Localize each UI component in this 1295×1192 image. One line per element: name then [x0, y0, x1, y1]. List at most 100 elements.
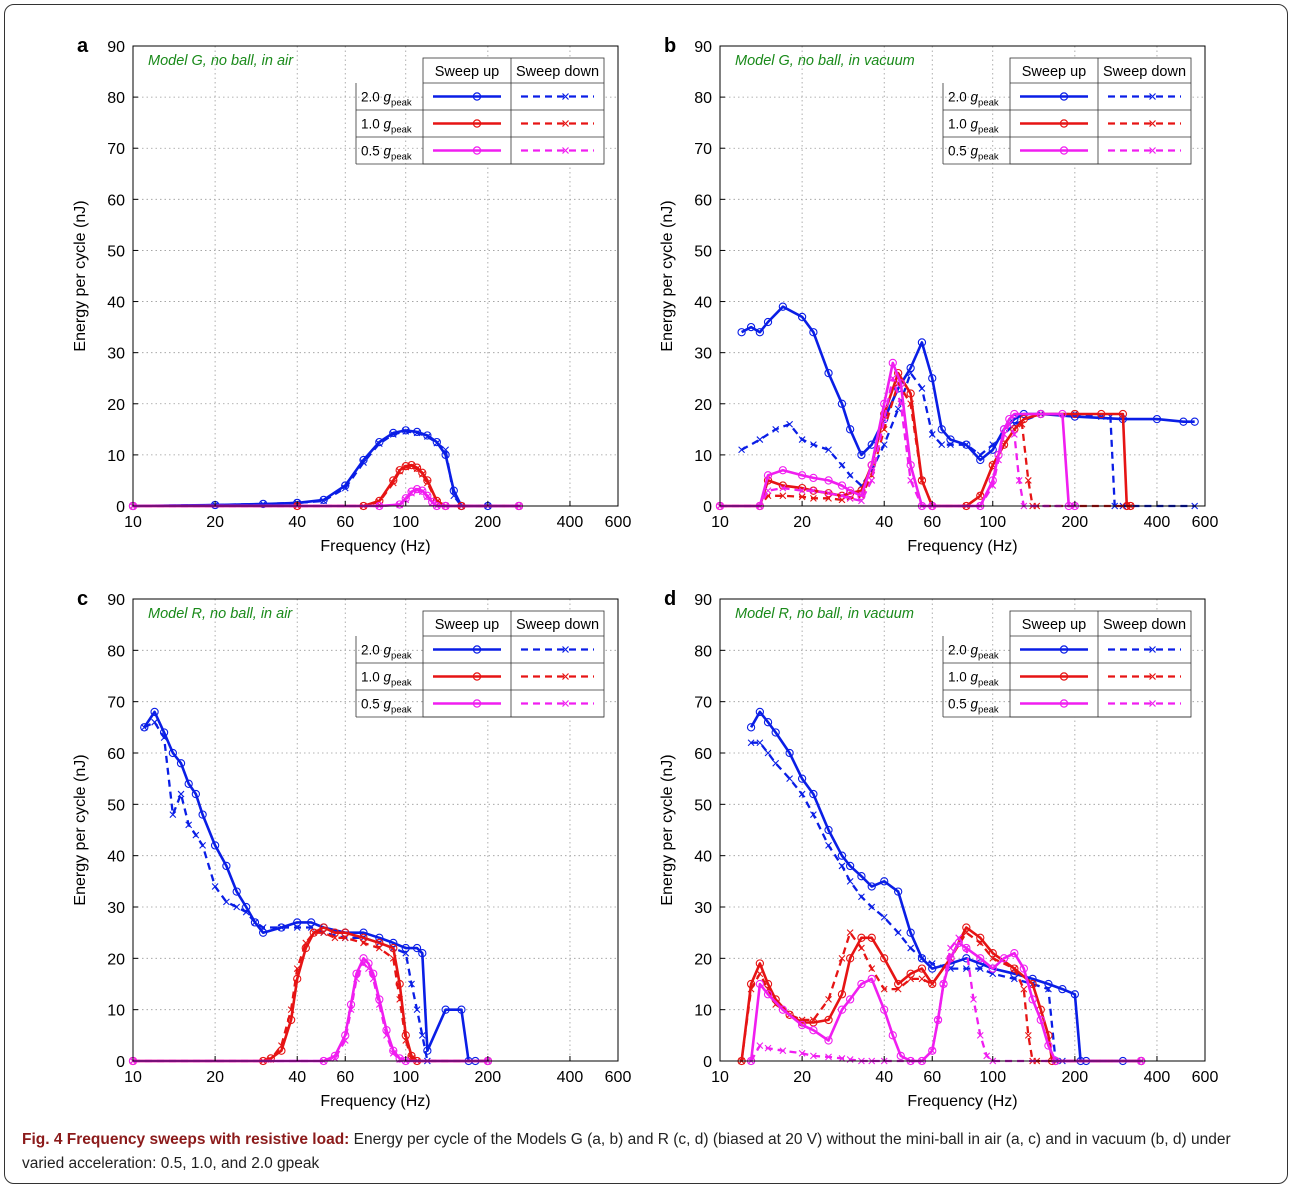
y-tick-label: 0 [703, 499, 712, 516]
data-point [918, 385, 926, 392]
y-tick-label: 90 [107, 39, 125, 56]
data-point [320, 929, 328, 937]
data-point [907, 400, 915, 408]
data-point [423, 491, 432, 500]
data-point [906, 389, 915, 398]
data-point [389, 954, 397, 962]
data-point [976, 954, 985, 963]
series-line-up-20gpeak [740, 305, 1195, 462]
y-tick-label: 70 [107, 695, 125, 712]
legend-marker-down [1149, 700, 1156, 707]
data-point [880, 415, 888, 423]
figure-canvas: 10 20 40 60 100 200 400 6000102030405060708090F… [72, 35, 1219, 1110]
data-point [928, 1046, 937, 1055]
data-point [976, 451, 984, 459]
data-point [359, 933, 368, 942]
x-tick-label: 400 [1144, 1069, 1171, 1086]
series-line-down-05gpeak [720, 377, 1075, 508]
data-point [1019, 964, 1028, 973]
data-point [1024, 1031, 1032, 1039]
data-point [798, 493, 806, 501]
data-point [747, 985, 755, 993]
data-point [868, 477, 876, 484]
data-point [940, 980, 947, 988]
data-point [210, 841, 220, 850]
data-point [402, 949, 410, 957]
data-point [1010, 949, 1019, 958]
data-point [1024, 477, 1032, 484]
data-point [755, 328, 765, 337]
data-point [198, 810, 207, 819]
data-point [809, 473, 818, 483]
legend-box [1009, 610, 1192, 718]
y-tick-label: 90 [107, 592, 125, 609]
y-tick-label: 80 [107, 90, 125, 107]
panel-annotation: Model G, no ball, in vacuum [735, 53, 915, 69]
data-point [857, 872, 866, 881]
data-point [389, 943, 398, 953]
data-point [976, 492, 984, 500]
x-tick-label: 600 [1192, 1069, 1219, 1086]
data-point [389, 938, 398, 948]
panel-b: 10 20 40 60 100 200 400 6000102030405060708090F… [659, 35, 1218, 555]
y-tick-label: 50 [694, 243, 712, 260]
data-point [258, 928, 268, 937]
data-point [888, 1031, 897, 1040]
data-point [894, 405, 902, 413]
data-point [797, 1020, 807, 1030]
data-point [838, 862, 846, 870]
data-point [359, 954, 368, 963]
data-point [222, 861, 231, 871]
legend-header-down: Sweep down [1103, 64, 1186, 80]
legend-marker-down [562, 646, 569, 653]
x-tick-label: 100 [979, 514, 1006, 531]
data-point [151, 718, 158, 726]
data-point [947, 441, 954, 449]
data-point [375, 995, 384, 1004]
x-tick-label: 60 [336, 1069, 354, 1086]
legend: Sweep up Sweep down 2.0 gpeak 1.0 gpeak 0.5 … [942, 610, 1192, 718]
data-point [846, 929, 854, 937]
series-line-down-05gpeak [750, 936, 1142, 1063]
data-point [880, 1005, 889, 1014]
legend-box [422, 610, 605, 718]
data-point [763, 471, 773, 480]
data-point [867, 974, 876, 984]
data-point [402, 1037, 410, 1044]
x-tick-label: 600 [605, 1069, 632, 1086]
data-point [432, 437, 441, 447]
data-point [359, 928, 368, 937]
legend-marker-down [1149, 673, 1156, 680]
x-tick-label: 100 [392, 1069, 419, 1086]
y-tick-label: 50 [107, 243, 125, 260]
data-point [242, 908, 250, 916]
x-tick-label: 400 [1144, 514, 1171, 531]
data-point [259, 924, 267, 931]
data-point [330, 1051, 340, 1061]
series-line-down-20gpeak [132, 430, 519, 508]
data-point [418, 949, 427, 958]
data-point [778, 302, 788, 311]
legend-marker-up [472, 146, 482, 155]
data-point [401, 1031, 410, 1040]
data-point [907, 975, 915, 983]
data-point [428, 499, 436, 507]
data-point [375, 938, 384, 948]
data-point [858, 944, 865, 952]
data-point [418, 488, 426, 496]
data-point [423, 431, 432, 440]
data-point [868, 965, 876, 972]
data-point [857, 933, 866, 942]
data-point [797, 471, 807, 480]
legend: Sweep up Sweep down 2.0 gpeak 1.0 gpeak 0.5 … [942, 57, 1192, 165]
data-point [140, 723, 148, 731]
legend-header-down: Sweep down [516, 617, 599, 633]
data-point [395, 979, 404, 989]
data-point [810, 487, 817, 495]
legend-header-up: Sweep up [435, 617, 500, 633]
y-tick-label: 20 [107, 951, 125, 968]
data-point [889, 374, 897, 382]
data-point [989, 441, 997, 449]
data-point [894, 887, 903, 896]
data-point [838, 1055, 846, 1062]
